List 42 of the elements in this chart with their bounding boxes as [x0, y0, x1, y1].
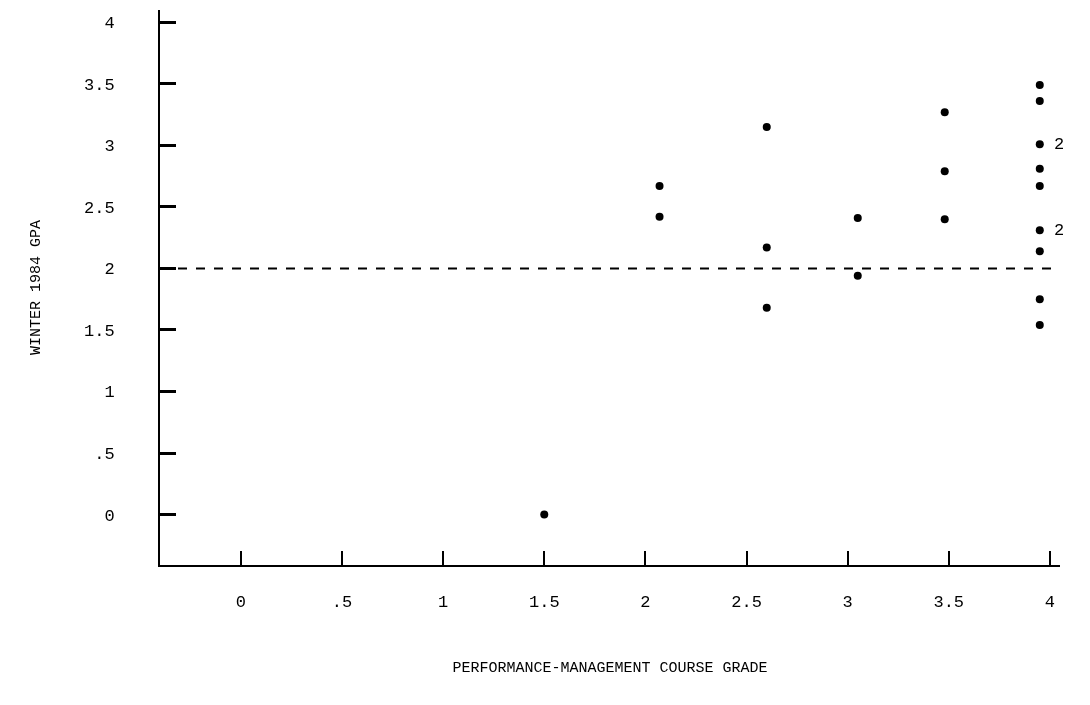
point	[940, 108, 949, 117]
point	[853, 271, 862, 280]
point	[1035, 247, 1044, 256]
y-tick-label: 4	[104, 14, 115, 34]
point	[540, 510, 549, 519]
x-axis-title: PERFORMANCE-MANAGEMENT COURSE GRADE	[452, 659, 768, 677]
y-tick-label: 2.5	[83, 198, 115, 218]
y-tick-label: .5	[94, 444, 115, 464]
point	[655, 181, 664, 190]
point	[853, 213, 862, 222]
y-tick-label: 1.5	[83, 321, 115, 341]
point	[762, 303, 771, 312]
point	[655, 212, 664, 221]
x-tick-label: 2.5	[731, 593, 762, 613]
point	[940, 167, 949, 176]
y-tick-label: 0	[104, 506, 115, 526]
point	[1035, 140, 1044, 149]
point	[762, 122, 771, 131]
x-tick-label: .5	[331, 593, 353, 613]
point	[1035, 181, 1044, 190]
y-tick-label: 3	[104, 137, 115, 157]
y-tick-label: 3.5	[83, 75, 115, 95]
point	[1035, 97, 1044, 106]
point	[1035, 226, 1044, 235]
point	[762, 243, 771, 252]
point	[1035, 81, 1044, 90]
point	[1035, 295, 1044, 304]
y-tick-label: 2	[104, 260, 115, 280]
x-tick-label: 1.5	[528, 593, 560, 613]
point	[1035, 164, 1044, 173]
x-tick-label: 1	[438, 593, 449, 613]
x-tick-label: 3.5	[933, 593, 965, 613]
annotation: 2	[1054, 135, 1065, 154]
y-axis-title: WINTER 1984 GPA	[27, 219, 45, 356]
x-tick-label: 3	[842, 593, 853, 613]
x-tick-label: 2	[640, 593, 651, 613]
annotation: 2	[1054, 221, 1065, 240]
point	[1035, 321, 1044, 330]
point	[940, 215, 949, 224]
x-tick-label: 0	[235, 593, 246, 613]
y-tick-label: 1	[104, 383, 115, 403]
x-tick-label: 4	[1044, 593, 1055, 613]
